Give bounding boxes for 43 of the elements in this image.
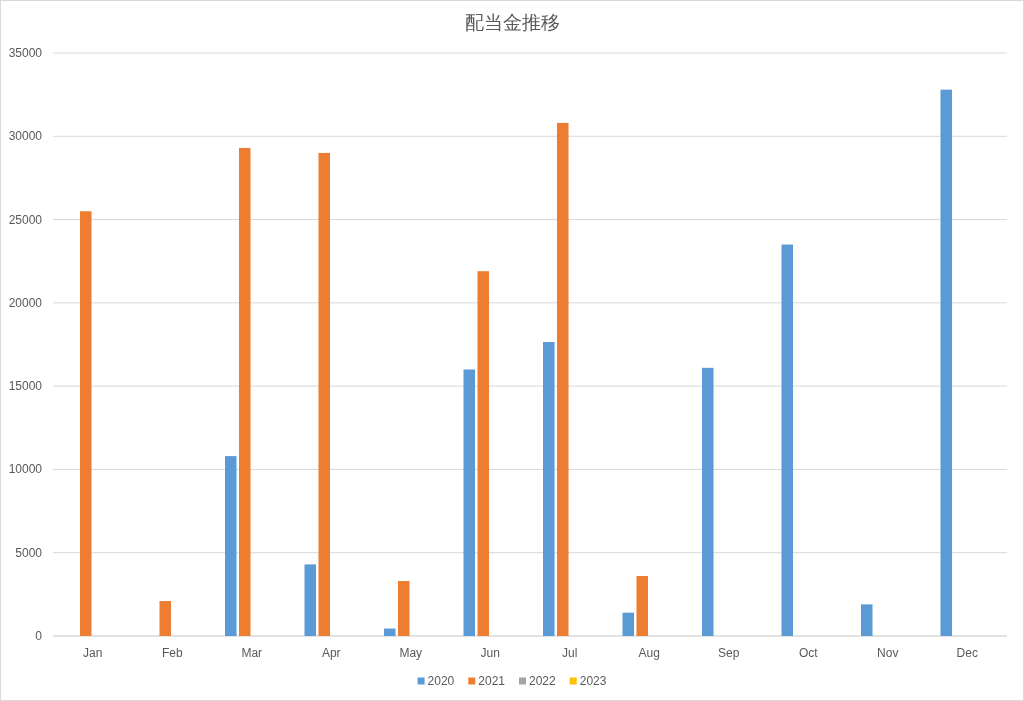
- bar: [397, 581, 410, 636]
- y-tick-label: 25000: [8, 212, 43, 227]
- x-tick-label: Jan: [83, 646, 103, 660]
- x-tick-label: Dec: [956, 646, 978, 660]
- y-tick-label: 0: [35, 629, 43, 643]
- y-tick-label: 5000: [15, 545, 43, 560]
- bar: [463, 369, 476, 636]
- bar: [318, 152, 331, 636]
- bar: [702, 367, 714, 636]
- x-tick-label: Feb: [161, 646, 183, 660]
- y-tick-label: 35000: [8, 46, 43, 60]
- bar: [159, 601, 172, 636]
- x-tick-label: Jun: [480, 646, 500, 660]
- bar: [477, 271, 490, 636]
- x-tick-label: Mar: [241, 646, 263, 660]
- bar: [238, 147, 251, 636]
- bar: [543, 342, 555, 636]
- y-tick-label: 10000: [8, 462, 43, 477]
- legend-label: 2022: [529, 674, 557, 688]
- bar: [781, 244, 794, 636]
- bar: [556, 122, 569, 636]
- x-tick-label: Oct: [798, 646, 819, 660]
- x-tick-label: Jul: [562, 646, 578, 660]
- bar: [940, 89, 953, 636]
- y-tick-label: 30000: [8, 129, 43, 144]
- x-tick-label: Apr: [321, 646, 341, 660]
- legend-label: 2023: [579, 674, 607, 688]
- bar: [636, 576, 649, 636]
- bar: [304, 564, 317, 636]
- bar: [861, 604, 873, 636]
- x-tick-label: Aug: [638, 646, 660, 660]
- chart-title: 配当金推移: [464, 11, 560, 33]
- y-tick-label: 20000: [8, 295, 43, 310]
- legend-label: 2020: [427, 674, 455, 688]
- bar: [225, 456, 237, 636]
- legend-label: 2021: [478, 674, 506, 688]
- y-tick-label: 15000: [8, 379, 43, 394]
- x-tick-label: May: [399, 646, 423, 660]
- x-tick-label: Nov: [877, 646, 899, 660]
- bar: [622, 612, 635, 636]
- bar: [384, 628, 396, 636]
- bar: [79, 211, 92, 636]
- x-tick-label: Sep: [718, 646, 740, 660]
